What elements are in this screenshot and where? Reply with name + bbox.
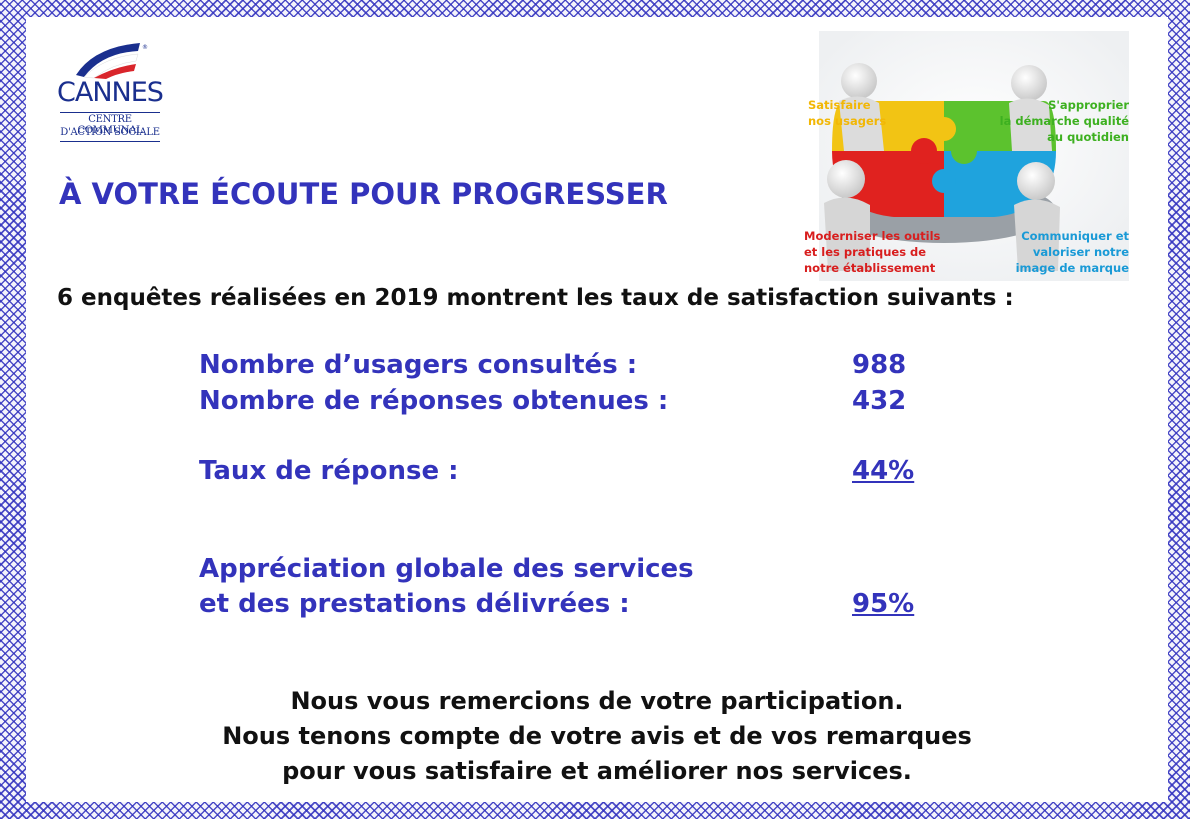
consulted-value: 988 bbox=[852, 350, 907, 380]
closing-message: Nous vous remercions de votre participat… bbox=[26, 684, 1168, 789]
label-quality-approach: S'approprier la démarche qualité au quot… bbox=[999, 98, 1129, 144]
closing-line-3: pour vous satisfaire et améliorer nos se… bbox=[282, 757, 912, 785]
appreciation-label-line2: et des prestations délivrées : bbox=[199, 589, 630, 619]
puzzle-illustration: Satisfaire nos usagers S'approprier la d… bbox=[774, 31, 1129, 281]
consulted-label: Nombre d’usagers consultés : bbox=[199, 350, 638, 380]
cannes-logo: ® CANNES CENTRE COMMUNAL D'ACTION SOCIAL… bbox=[54, 37, 166, 145]
responses-value: 432 bbox=[852, 386, 907, 416]
document-page: ® CANNES CENTRE COMMUNAL D'ACTION SOCIAL… bbox=[26, 17, 1168, 802]
page-title: À VOTRE ÉCOUTE POUR PROGRESSER bbox=[59, 177, 668, 211]
puzzle-team-icon bbox=[819, 31, 1129, 281]
closing-line-1: Nous vous remercions de votre participat… bbox=[290, 687, 904, 715]
cannes-flag-icon: ® bbox=[76, 43, 148, 79]
logo-line-1: CENTRE COMMUNAL bbox=[77, 114, 143, 136]
logo-name: CANNES bbox=[57, 77, 164, 108]
svg-text:®: ® bbox=[142, 44, 148, 51]
response-rate-label: Taux de réponse : bbox=[199, 456, 459, 486]
closing-line-2: Nous tenons compte de votre avis et de v… bbox=[222, 722, 972, 750]
label-satisfy-users: Satisfaire nos usagers bbox=[808, 98, 887, 128]
label-modernize-tools: Moderniser les outils et les pratiques d… bbox=[804, 229, 941, 275]
intro-text: 6 enquêtes réalisées en 2019 montrent le… bbox=[57, 285, 1014, 311]
appreciation-value: 95% bbox=[852, 589, 915, 619]
logo-line-2: D'ACTION SOCIALE bbox=[60, 127, 160, 138]
responses-label: Nombre de réponses obtenues : bbox=[199, 386, 669, 416]
response-rate-value: 44% bbox=[852, 456, 915, 486]
appreciation-label-line1: Appréciation globale des services bbox=[199, 554, 694, 584]
label-communicate: Communiquer et valoriser notre image de … bbox=[1015, 229, 1129, 275]
